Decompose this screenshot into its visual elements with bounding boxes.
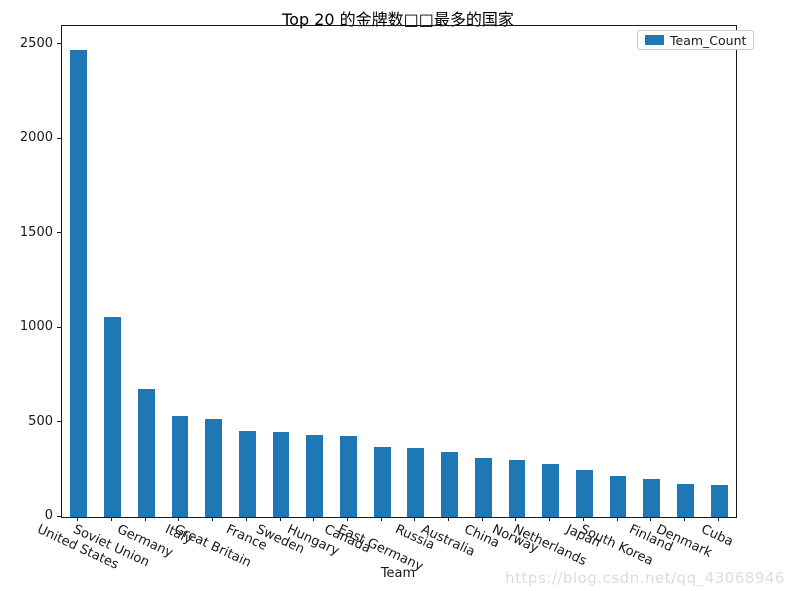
bar-cuba [710, 485, 728, 517]
x-tick [683, 517, 685, 521]
bar-sweden [272, 432, 290, 517]
bar-united-states [70, 49, 88, 517]
x-tick [144, 517, 146, 521]
plot-area [61, 25, 737, 518]
bar-australia [441, 451, 458, 517]
y-tick [57, 421, 61, 423]
bar-soviet-union [104, 317, 121, 517]
bar-germany [137, 388, 155, 517]
y-tick-label: 2000 [19, 130, 53, 146]
bar-south-korea [609, 475, 627, 517]
bar-finland [643, 478, 661, 517]
x-tick [549, 517, 551, 521]
bar-denmark [677, 484, 694, 517]
bar-china [474, 458, 492, 517]
legend-label: Team_Count [670, 32, 747, 48]
y-tick-label: 2500 [19, 35, 53, 51]
x-tick [481, 517, 483, 521]
y-tick [57, 515, 61, 517]
x-tick [178, 517, 180, 521]
watermark: https://blog.csdn.net/qq_43068946 [505, 569, 785, 587]
x-tick [414, 517, 416, 521]
bar-hungary [306, 435, 324, 517]
y-tick [57, 326, 61, 328]
bar-italy [171, 415, 189, 517]
bar-east-germany [373, 447, 391, 517]
x-tick [515, 517, 517, 521]
bars-layer [62, 26, 736, 517]
y-tick-label: 1500 [19, 224, 53, 240]
bar-japan [575, 469, 593, 517]
x-tick [650, 517, 652, 521]
chart-title: Top 20 的金牌数□□最多的国家 [282, 10, 514, 29]
x-tick [313, 517, 315, 521]
y-tick-label: 500 [28, 413, 53, 429]
legend-swatch-icon [645, 35, 664, 45]
bar-canada [340, 436, 357, 517]
y-tick [57, 43, 61, 45]
x-tick [717, 517, 719, 521]
y-tick [57, 137, 61, 139]
y-tick-label: 1000 [19, 319, 53, 335]
x-tick [77, 517, 79, 521]
x-tick [448, 517, 450, 521]
y-tick-label: 0 [44, 508, 53, 523]
bar-russia [407, 448, 425, 517]
y-tick [57, 232, 61, 234]
bar-france [238, 431, 256, 517]
x-tick [616, 517, 618, 521]
x-tick [346, 517, 348, 521]
x-tick [582, 517, 584, 521]
bar-netherlands [542, 463, 560, 517]
x-tick [380, 517, 382, 521]
x-tick [245, 517, 247, 521]
x-tick [111, 517, 113, 521]
x-axis-label: Team [380, 566, 416, 581]
x-tick [279, 517, 281, 521]
legend: Team_Count [637, 30, 755, 50]
x-tick [212, 517, 214, 521]
bar-norway [508, 459, 526, 517]
bar-great-britain [205, 419, 223, 517]
